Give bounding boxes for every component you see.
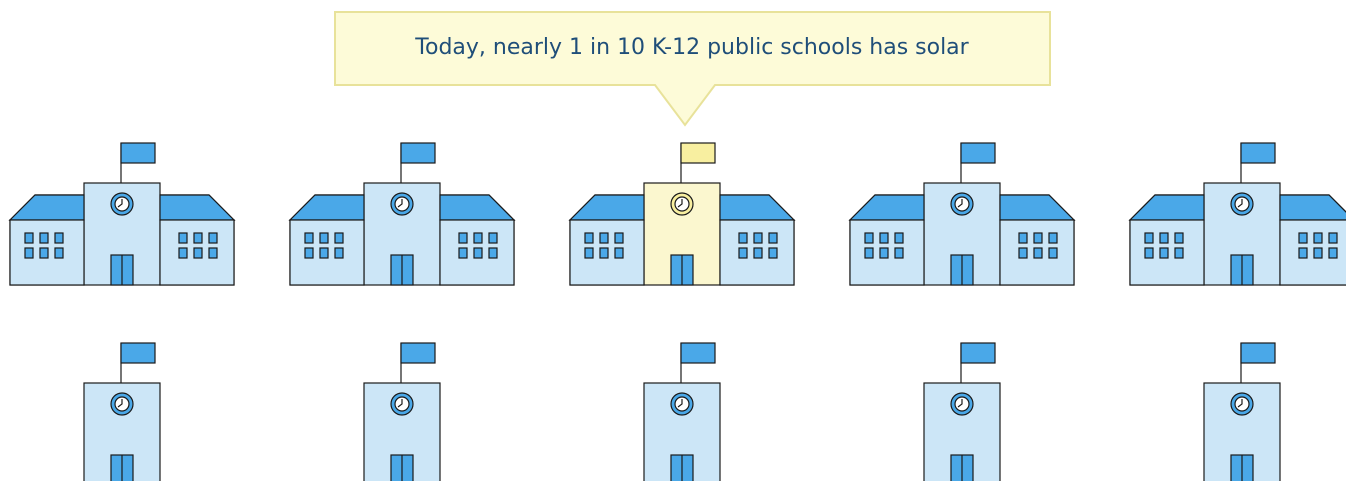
roof: [720, 195, 794, 220]
window: [739, 248, 747, 258]
window: [739, 233, 747, 243]
window: [179, 233, 187, 243]
window: [320, 248, 328, 258]
roof: [850, 195, 924, 220]
window: [1299, 248, 1307, 258]
flag: [121, 143, 155, 163]
roof: [1000, 195, 1074, 220]
window: [194, 248, 202, 258]
flag: [961, 143, 995, 163]
flag: [401, 343, 435, 363]
window: [474, 233, 482, 243]
window: [335, 233, 343, 243]
window: [895, 248, 903, 258]
roof: [10, 195, 84, 220]
window: [865, 233, 873, 243]
window: [305, 233, 313, 243]
window: [1034, 248, 1042, 258]
page: Today, nearly 1 in 10 K-12 public school…: [0, 0, 1346, 481]
window: [615, 233, 623, 243]
window: [1329, 233, 1337, 243]
window: [1049, 233, 1057, 243]
window: [1160, 248, 1168, 258]
window: [1049, 248, 1057, 258]
window: [1034, 233, 1042, 243]
flag: [961, 343, 995, 363]
window: [335, 248, 343, 258]
roof: [290, 195, 364, 220]
window: [600, 233, 608, 243]
window: [615, 248, 623, 258]
callout-text: Today, nearly 1 in 10 K-12 public school…: [414, 35, 969, 60]
window: [1299, 233, 1307, 243]
infographic: Today, nearly 1 in 10 K-12 public school…: [0, 0, 1346, 481]
roof: [1280, 195, 1346, 220]
window: [769, 248, 777, 258]
window: [25, 248, 33, 258]
window: [474, 248, 482, 258]
roof: [160, 195, 234, 220]
window: [1160, 233, 1168, 243]
window: [1314, 248, 1322, 258]
window: [1145, 248, 1153, 258]
flag: [681, 143, 715, 163]
window: [459, 248, 467, 258]
roof: [1130, 195, 1204, 220]
roof: [440, 195, 514, 220]
window: [754, 233, 762, 243]
callout-box: [335, 12, 1050, 125]
window: [489, 248, 497, 258]
window: [55, 233, 63, 243]
flag: [1241, 143, 1275, 163]
window: [25, 233, 33, 243]
window: [179, 248, 187, 258]
window: [1314, 233, 1322, 243]
window: [600, 248, 608, 258]
window: [1329, 248, 1337, 258]
window: [754, 248, 762, 258]
window: [459, 233, 467, 243]
flag: [401, 143, 435, 163]
window: [320, 233, 328, 243]
window: [585, 233, 593, 243]
window: [1145, 233, 1153, 243]
window: [1175, 248, 1183, 258]
flag: [121, 343, 155, 363]
window: [1175, 233, 1183, 243]
window: [40, 248, 48, 258]
window: [865, 248, 873, 258]
window: [1019, 248, 1027, 258]
window: [895, 233, 903, 243]
window: [489, 233, 497, 243]
window: [1019, 233, 1027, 243]
window: [40, 233, 48, 243]
window: [209, 233, 217, 243]
window: [194, 233, 202, 243]
window: [55, 248, 63, 258]
window: [880, 233, 888, 243]
window: [305, 248, 313, 258]
window: [880, 248, 888, 258]
flag: [1241, 343, 1275, 363]
flag: [681, 343, 715, 363]
roof: [570, 195, 644, 220]
window: [585, 248, 593, 258]
window: [209, 248, 217, 258]
window: [769, 233, 777, 243]
